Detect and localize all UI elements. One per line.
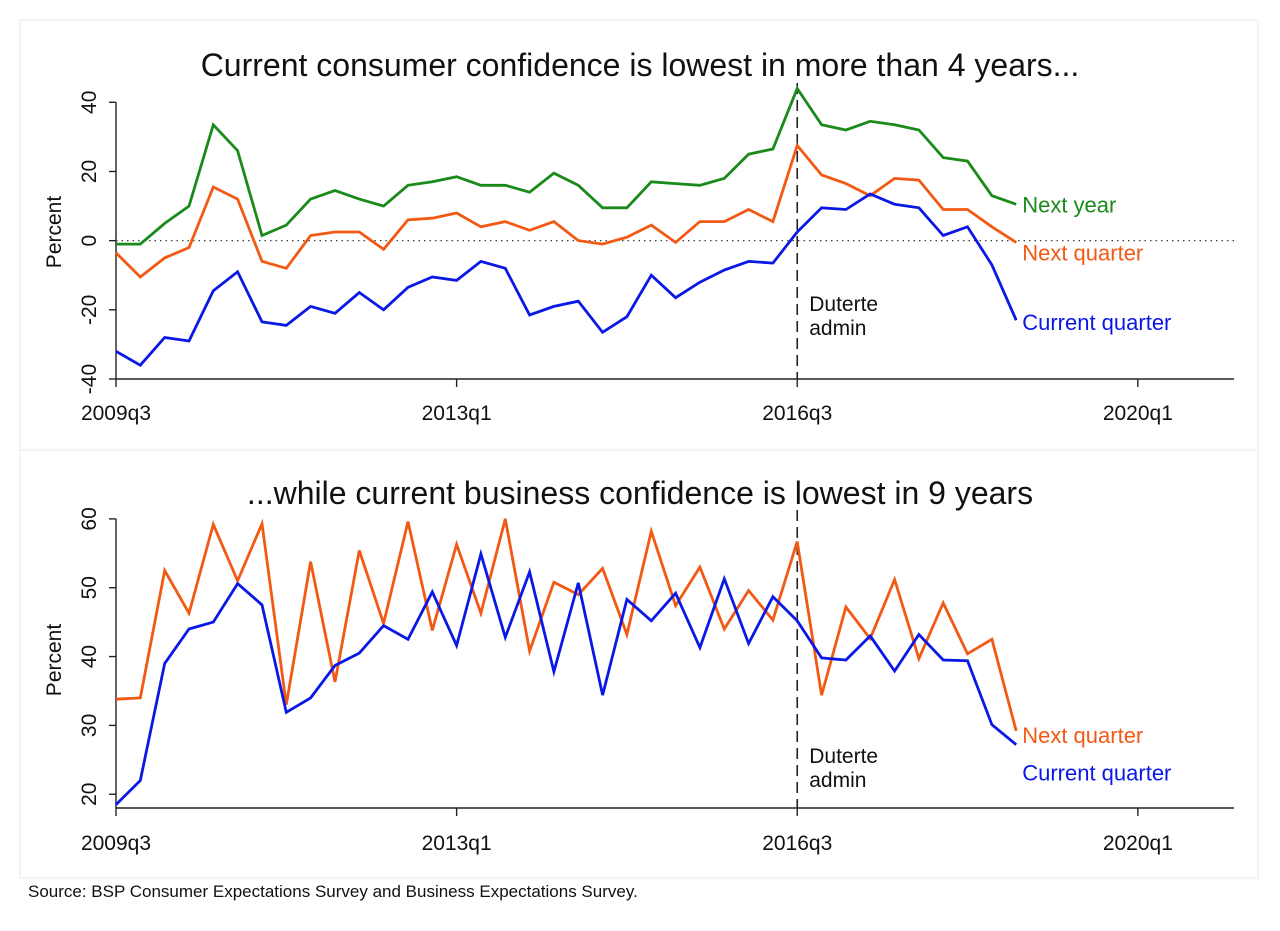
bottom-y-tick-label: 50 [78, 576, 101, 599]
bottom-y-axis-label: Percent [43, 624, 66, 697]
bottom-series-next-quarter-label: Next quarter [1022, 723, 1143, 748]
top-x-tick-label: 2016q3 [762, 402, 832, 425]
top-x-tick-label: 2013q1 [422, 402, 492, 425]
bottom-y-tick-label: 60 [78, 507, 101, 530]
top-series-current-quarter-label: Current quarter [1022, 310, 1171, 335]
bottom-x-tick-label: 2016q3 [762, 832, 832, 855]
bottom-chart-title: ...while current business confidence is … [247, 475, 1033, 511]
bottom-marker-label: admin [809, 769, 866, 792]
top-marker-label: admin [809, 317, 866, 340]
top-marker-label: Duterte [809, 293, 878, 316]
top-y-tick-label: 40 [78, 91, 101, 114]
bottom-x-tick-label: 2020q1 [1103, 832, 1173, 855]
top-y-tick-label: -40 [78, 364, 101, 394]
top-series-next-quarter-label: Next quarter [1022, 240, 1143, 265]
chart-canvas: Current consumer confidence is lowest in… [0, 0, 1280, 931]
top-y-tick-label: 0 [78, 235, 101, 247]
bottom-marker-label: Duterte [809, 745, 878, 768]
bottom-series-current-quarter-label: Current quarter [1022, 761, 1171, 786]
bottom-y-tick-label: 30 [78, 714, 101, 737]
bottom-x-tick-label: 2013q1 [422, 832, 492, 855]
top-x-tick-label: 2009q3 [81, 402, 151, 425]
source-note: Source: BSP Consumer Expectations Survey… [28, 882, 638, 902]
chart-figure: Current consumer confidence is lowest in… [0, 0, 1280, 931]
panel-frame-top [20, 20, 1258, 450]
top-chart-title: Current consumer confidence is lowest in… [201, 47, 1080, 83]
bottom-y-tick-label: 20 [78, 783, 101, 806]
top-series-next-year-label: Next year [1022, 192, 1116, 217]
top-y-tick-label: 20 [78, 160, 101, 183]
top-y-tick-label: -20 [78, 295, 101, 325]
top-y-axis-label: Percent [43, 196, 66, 269]
bottom-x-tick-label: 2009q3 [81, 832, 151, 855]
bottom-y-tick-label: 40 [78, 645, 101, 668]
panel-frame-bottom [20, 450, 1258, 878]
top-x-tick-label: 2020q1 [1103, 402, 1173, 425]
